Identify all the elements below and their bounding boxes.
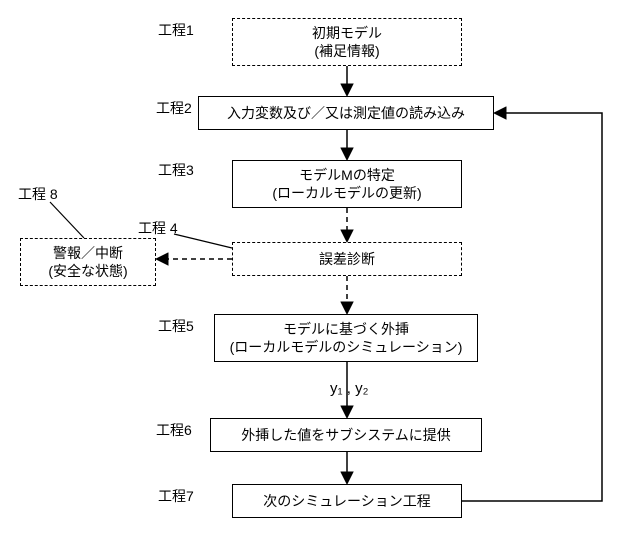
node-subtitle: (ローカルモデルの更新) bbox=[272, 184, 421, 202]
node-title: 入力変数及び／又は測定値の読み込み bbox=[227, 104, 465, 122]
intermediate-y1-y2: y₁ , y₂ bbox=[330, 380, 368, 397]
node-extrapolate: モデルに基づく外挿 (ローカルモデルのシミュレーション) bbox=[214, 314, 478, 362]
node-title: 外挿した値をサブシステムに提供 bbox=[241, 426, 451, 444]
step-label-3: 工程3 bbox=[158, 160, 194, 180]
step-label-5: 工程5 bbox=[158, 316, 194, 336]
node-provide-values: 外挿した値をサブシステムに提供 bbox=[210, 418, 482, 452]
node-subtitle: (ローカルモデルのシミュレーション) bbox=[230, 338, 463, 356]
node-title: モデルに基づく外挿 bbox=[283, 320, 409, 338]
node-title: モデルMの特定 bbox=[299, 166, 395, 184]
node-alarm-abort: 警報／中断 (安全な状態) bbox=[20, 238, 156, 286]
step-label-8: 工程 8 bbox=[18, 184, 58, 204]
node-next-simulation: 次のシミュレーション工程 bbox=[232, 484, 462, 518]
node-identify-model: モデルMの特定 (ローカルモデルの更新) bbox=[232, 160, 462, 208]
step-label-1: 工程1 bbox=[158, 20, 194, 40]
node-subtitle: (安全な状態) bbox=[48, 262, 127, 280]
node-title: 初期モデル bbox=[312, 24, 382, 42]
node-title: 誤差診断 bbox=[319, 250, 375, 268]
node-title: 警報／中断 bbox=[53, 244, 123, 262]
step-label-4: 工程 4 bbox=[138, 218, 178, 238]
node-subtitle: (補足情報) bbox=[314, 42, 379, 60]
step-label-7: 工程7 bbox=[158, 486, 194, 506]
step-label-2: 工程2 bbox=[156, 98, 192, 118]
node-title: 次のシミュレーション工程 bbox=[263, 492, 430, 510]
step-label-6: 工程6 bbox=[156, 420, 192, 440]
node-read-inputs: 入力変数及び／又は測定値の読み込み bbox=[198, 96, 494, 130]
node-error-diagnosis: 誤差診断 bbox=[232, 242, 462, 276]
node-initial-model: 初期モデル (補足情報) bbox=[232, 18, 462, 66]
